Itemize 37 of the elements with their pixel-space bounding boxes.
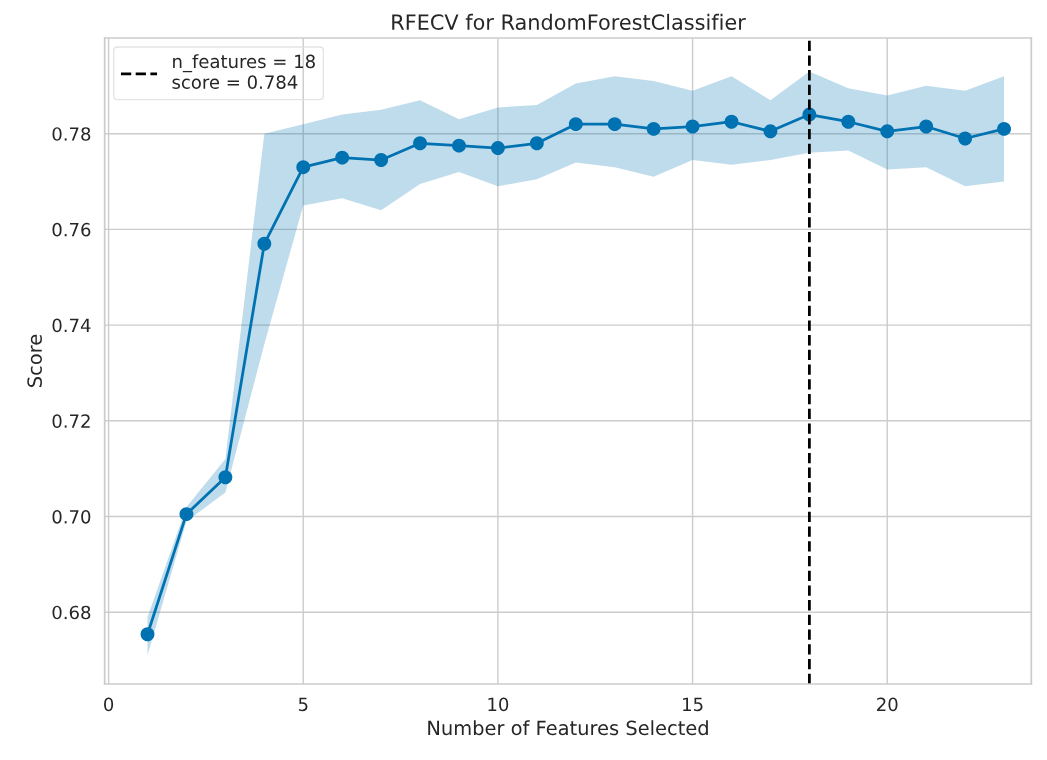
- point: [413, 136, 427, 151]
- point: [763, 124, 778, 139]
- y-tick-label: 0.78: [52, 127, 91, 141]
- point: [880, 124, 895, 139]
- point: [724, 114, 739, 129]
- y-tick-label: 0.68: [52, 605, 91, 620]
- y-tick-label: 0.76: [52, 222, 91, 237]
- x-tick-label: 5: [298, 697, 308, 712]
- point: [529, 136, 544, 151]
- chart-title: RFECV for RandomForestClassifier: [392, 13, 746, 30]
- point: [685, 119, 700, 134]
- point: [335, 150, 350, 165]
- point: [218, 470, 233, 485]
- y-tick-label: 0.74: [52, 318, 91, 333]
- point: [841, 114, 856, 129]
- point: [257, 236, 272, 251]
- x-tick-label: 0: [104, 697, 114, 712]
- point: [452, 138, 466, 153]
- x-tick-label: 15: [683, 697, 703, 712]
- point: [490, 141, 505, 155]
- y-axis-title: Score: [27, 334, 42, 387]
- point: [607, 117, 622, 132]
- point: [997, 121, 1011, 136]
- y-tick-label: 0.70: [52, 509, 91, 524]
- ref-line-label: n_features = 18 score = 0.784: [172, 54, 315, 89]
- point: [296, 160, 311, 175]
- point: [958, 131, 973, 146]
- x-axis-title: Number of Features Selected: [428, 720, 708, 736]
- point: [140, 627, 155, 642]
- point: [919, 119, 934, 134]
- point: [179, 507, 194, 522]
- x-tick-label: 10: [488, 697, 509, 712]
- x-tick-label: 20: [877, 697, 898, 712]
- y-tick-label: 0.72: [52, 414, 90, 428]
- point: [646, 121, 661, 136]
- point: [374, 153, 389, 167]
- point: [568, 117, 583, 132]
